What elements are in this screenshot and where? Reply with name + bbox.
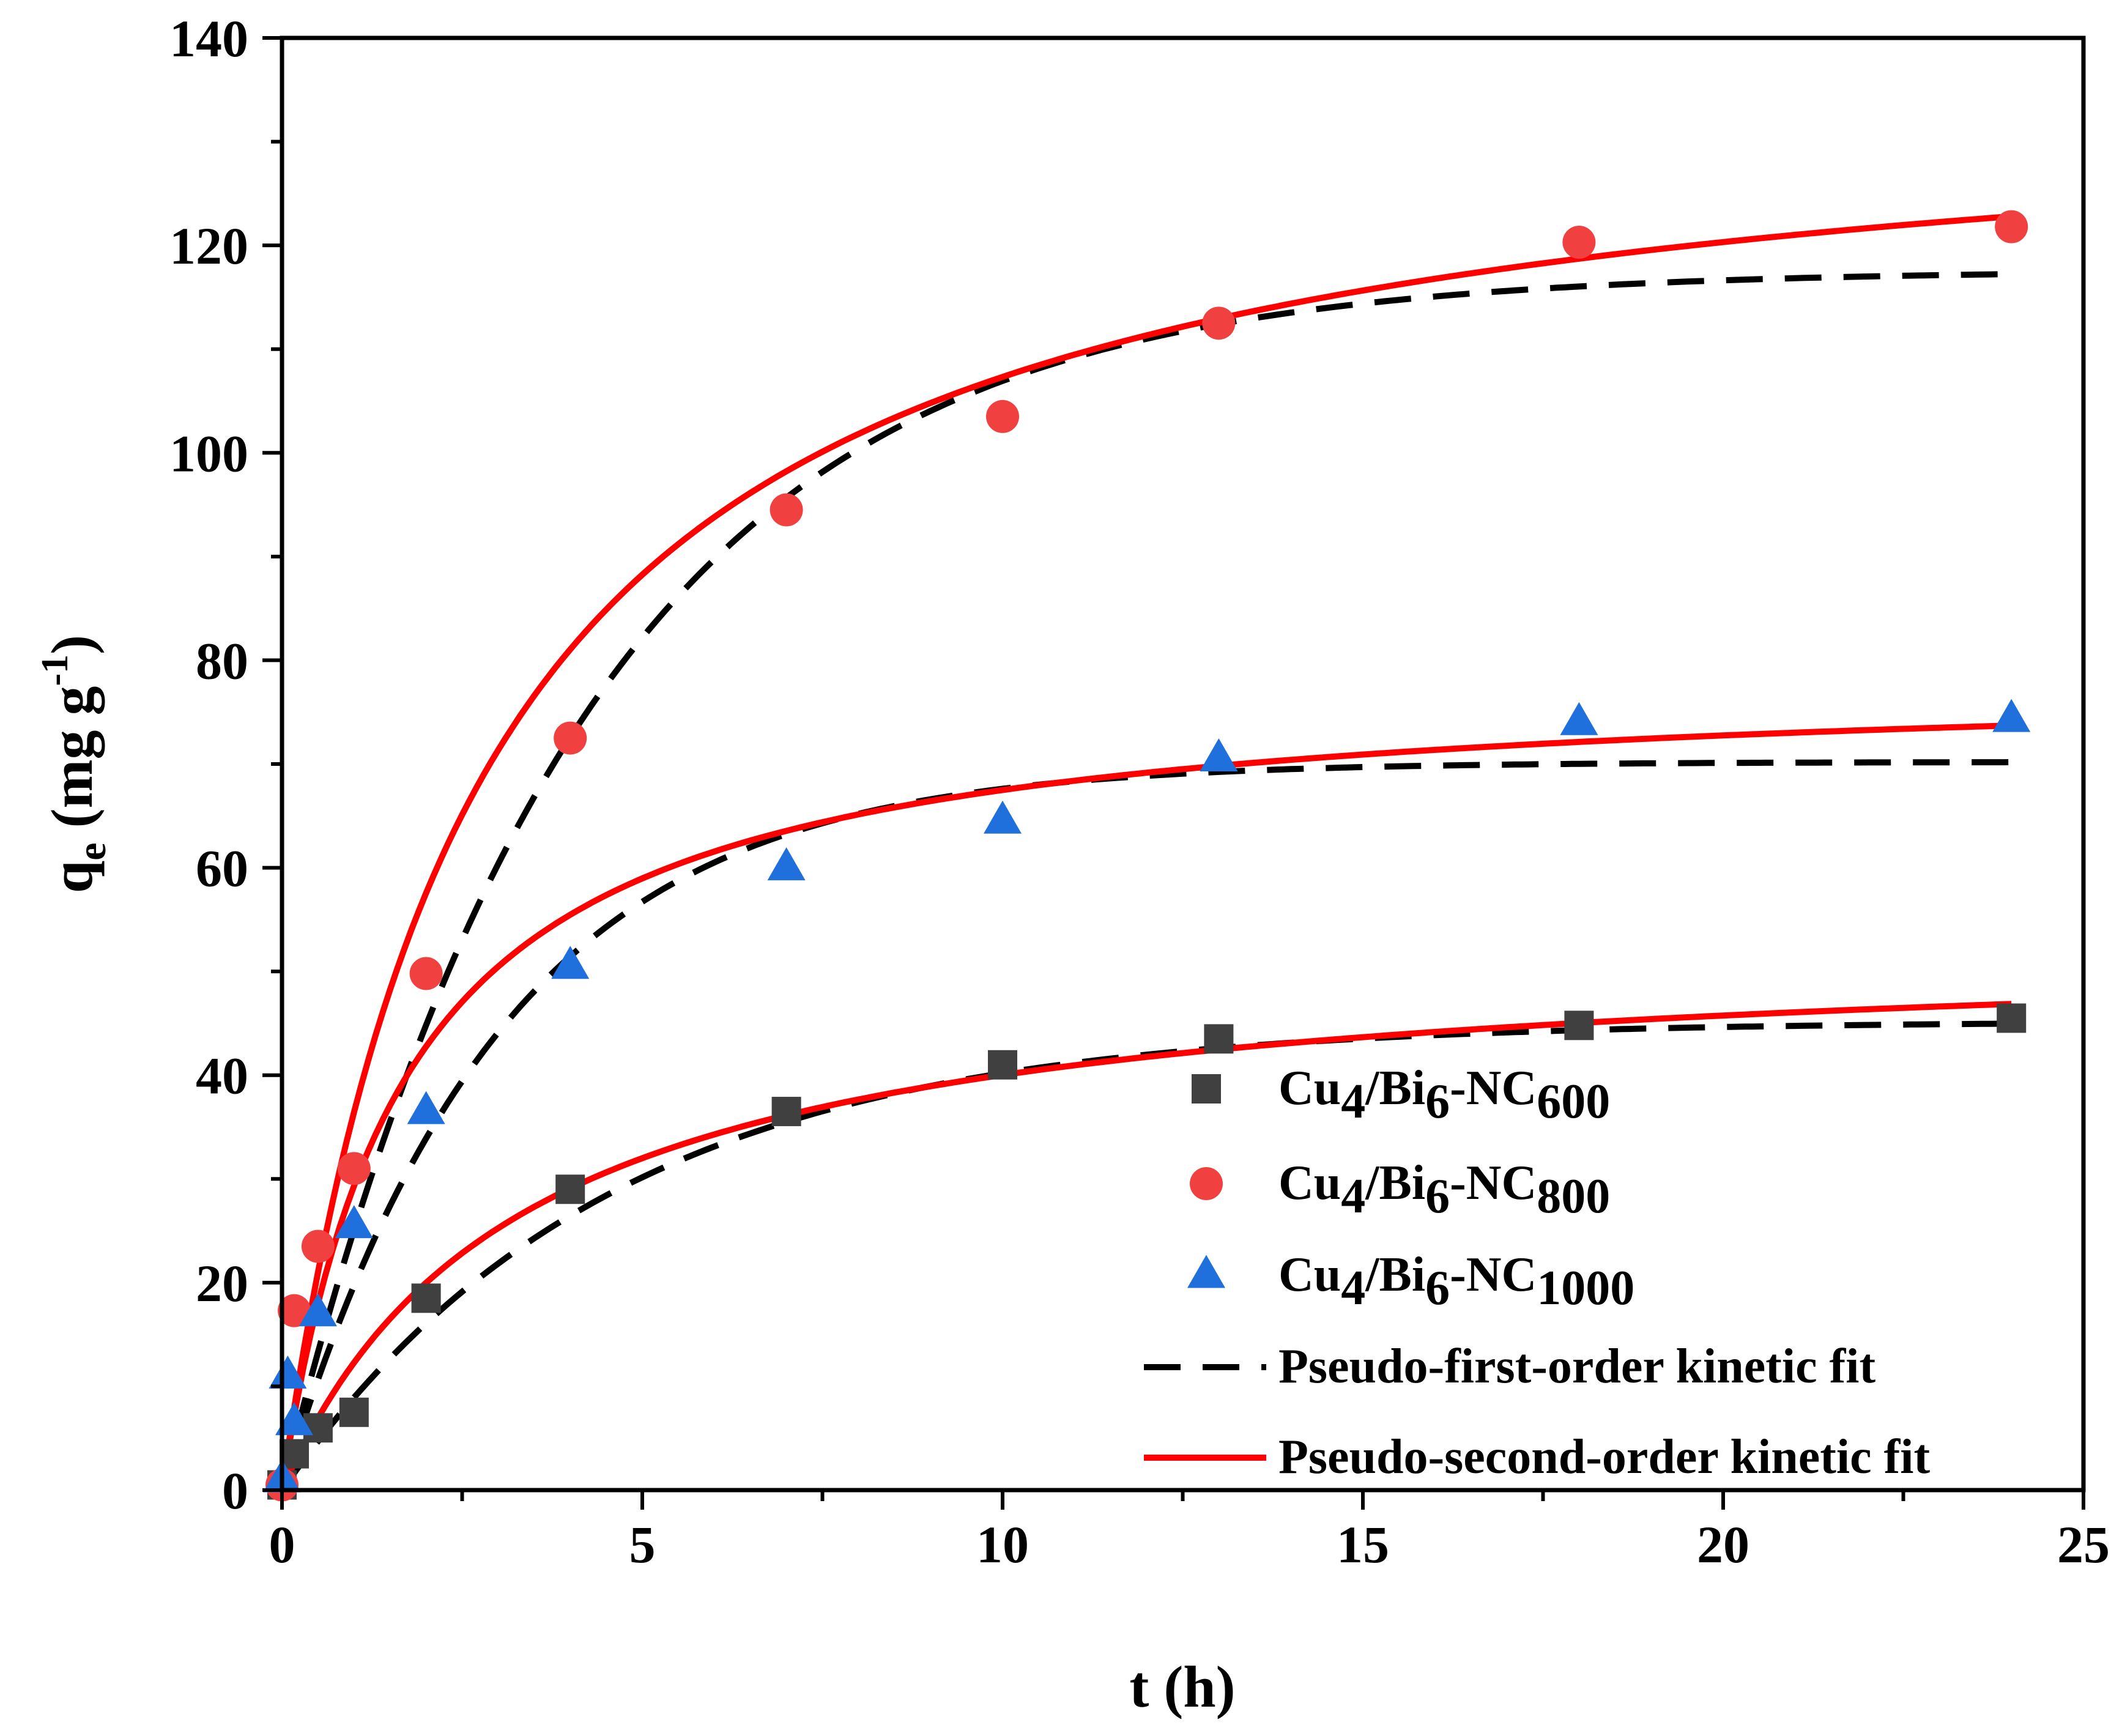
data-point-square [555, 1174, 585, 1204]
data-point-triangle [551, 946, 590, 979]
data-point-triangle [275, 1402, 313, 1436]
y-tick-label: 20 [196, 1254, 248, 1313]
y-title-unit: (mg g [39, 686, 105, 843]
legend-label-text: /Bi [1365, 1248, 1425, 1302]
second-order-fit-curve-1 [279, 722, 2012, 1491]
data-point-triangle [1560, 702, 1598, 735]
legend-label-subscript: 800 [1537, 1170, 1610, 1223]
legend-label-text: -NC [1450, 1061, 1537, 1115]
data-point-triangle [407, 1091, 445, 1124]
legend-label: Cu4/Bi6-NC800 [1278, 1156, 1610, 1223]
y-tick-label: 80 [196, 631, 248, 690]
legend: Cu4/Bi6-NC600Cu4/Bi6-NC800Cu4/Bi6-NC1000… [1144, 1061, 1930, 1484]
data-point-circle [1202, 306, 1236, 340]
data-point-square [1997, 1003, 2027, 1033]
data-point-triangle [269, 1356, 307, 1389]
legend-label-subscript: 4 [1341, 1170, 1365, 1223]
data-point-circle [770, 493, 803, 527]
legend-label-subscript: 6 [1425, 1170, 1450, 1223]
first-order-fit-curve-0 [279, 1020, 2012, 1492]
legend-label-text: /Bi [1365, 1061, 1425, 1115]
legend-label: Cu4/Bi6-NC600 [1278, 1061, 1610, 1129]
x-tick-label: 0 [269, 1515, 295, 1574]
x-tick-label: 5 [629, 1515, 656, 1574]
legend-label: Pseudo-second-order kinetic fit [1278, 1430, 1930, 1484]
data-point-circle [1562, 226, 1596, 259]
x-tick-label: 25 [2057, 1515, 2110, 1574]
legend-label-text: Cu [1278, 1156, 1341, 1210]
legend-label-subscript: 4 [1341, 1261, 1365, 1315]
data-point-square [1204, 1024, 1234, 1054]
data-point-circle [409, 957, 443, 990]
legend-marker-square [1192, 1074, 1221, 1104]
data-point-square [1564, 1011, 1594, 1040]
data-point-square [988, 1050, 1017, 1080]
legend-label-subscript: 4 [1341, 1075, 1365, 1129]
legend-label-subscript: 600 [1537, 1075, 1610, 1129]
data-point-triangle [299, 1293, 337, 1327]
data-point-circle [301, 1230, 335, 1263]
data-point-triangle [767, 847, 806, 881]
data-point-square [339, 1397, 369, 1427]
y-tick-label: 120 [169, 217, 248, 275]
y-tick-label: 60 [196, 839, 248, 898]
y-tick-label: 40 [196, 1047, 248, 1105]
legend-label: Cu4/Bi6-NC1000 [1278, 1248, 1634, 1315]
data-point-triangle [1992, 699, 2031, 732]
legend-label-text: Cu [1278, 1061, 1341, 1115]
data-point-circle [278, 1294, 311, 1327]
x-axis-title: t (h) [1129, 1654, 1235, 1719]
data-point-circle [986, 399, 1019, 433]
second-order-fit-curve-0 [279, 1001, 2012, 1492]
legend-label-subscript: 1000 [1537, 1261, 1634, 1315]
data-point-circle [554, 721, 587, 755]
axis-ticks: 0 5 10 15 20 25 0 20 40 60 80 100 120 140 [169, 9, 2110, 1574]
legend-label-text: -NC [1450, 1156, 1537, 1210]
y-axis-title: qe (mg g-1) [34, 635, 114, 893]
second-order-fit-curve-2 [279, 213, 2012, 1491]
data-point-square [411, 1283, 441, 1313]
data-point-circle [337, 1152, 371, 1185]
legend-label-text: Cu [1278, 1248, 1341, 1302]
data-point-square [771, 1097, 801, 1127]
y-title-main: q [39, 861, 105, 893]
y-title-subscript: e [70, 842, 114, 860]
data-point-triangle [335, 1205, 373, 1239]
fit-curves [279, 213, 2012, 1492]
first-order-fit-curve-2 [279, 271, 2012, 1491]
y-title-unit-close: ) [39, 635, 105, 655]
data-point-triangle [1200, 738, 1238, 771]
data-point-circle [1995, 210, 2028, 243]
data-point-triangle [984, 800, 1022, 834]
legend-label-subscript: 6 [1425, 1075, 1450, 1129]
legend-label-subscript: 6 [1425, 1261, 1450, 1315]
y-title-superscript: -1 [34, 655, 76, 686]
legend-marker-circle [1190, 1167, 1223, 1200]
legend-label-text: /Bi [1365, 1156, 1425, 1210]
y-tick-label: 0 [222, 1461, 248, 1520]
x-tick-label: 15 [1337, 1515, 1389, 1574]
legend-label-text: -NC [1450, 1248, 1537, 1302]
legend-label: Pseudo-first-order kinetic fit [1278, 1340, 1875, 1393]
y-tick-label: 100 [169, 424, 248, 483]
x-tick-label: 20 [1697, 1515, 1749, 1574]
y-tick-label: 140 [169, 9, 248, 68]
x-tick-label: 10 [976, 1515, 1029, 1574]
data-points [263, 210, 2031, 1502]
legend-marker-triangle [1187, 1255, 1225, 1288]
